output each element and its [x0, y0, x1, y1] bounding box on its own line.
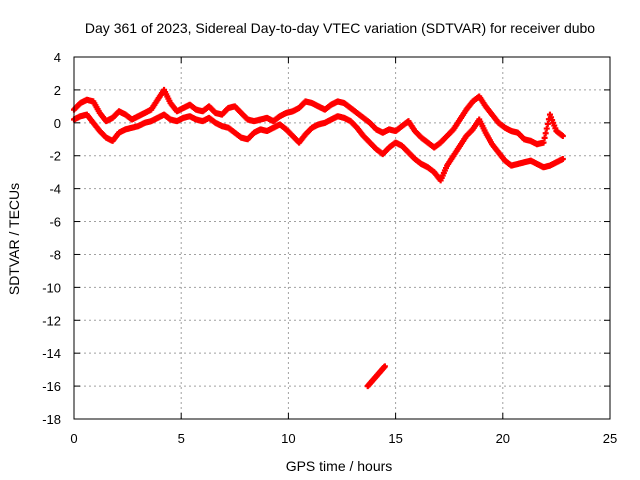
data-point: [559, 132, 566, 139]
x-tick-label: 0: [70, 431, 77, 446]
y-tick-label: -4: [49, 182, 61, 197]
y-tick-label: -18: [42, 412, 61, 427]
x-tick-label: 20: [496, 431, 510, 446]
chart-title: Day 361 of 2023, Sidereal Day-to-day VTE…: [85, 20, 595, 36]
x-axis-ticks: 0 5 10 15 20 25: [70, 57, 617, 446]
series-main-band-lower: [71, 111, 566, 184]
y-tick-label: -10: [42, 280, 61, 295]
data-points: [71, 86, 566, 390]
x-axis-label: GPS time / hours: [286, 458, 393, 474]
x-tick-label: 25: [603, 431, 617, 446]
x-tick-label: 15: [388, 431, 402, 446]
y-axis-label: SDTVAR / TECUs: [6, 183, 22, 295]
grid: [74, 57, 610, 419]
y-tick-label: -14: [42, 346, 61, 361]
data-point: [381, 363, 388, 370]
y-tick-label: 2: [54, 83, 61, 98]
y-tick-label: -6: [49, 215, 61, 230]
y-tick-label: -12: [42, 313, 61, 328]
y-tick-label: -8: [49, 247, 61, 262]
plot-frame: [73, 56, 611, 420]
y-tick-label: 4: [54, 50, 61, 65]
x-tick-label: 5: [178, 431, 185, 446]
y-tick-label: -2: [49, 149, 61, 164]
series-main-band-upper: [71, 86, 566, 151]
y-axis-ticks: 4 2 0 -2 -4 -6 -8 -10 -12 -14 -16 -18: [42, 50, 610, 427]
series-isolated-segment: [364, 363, 388, 390]
x-tick-label: 10: [281, 431, 295, 446]
y-tick-label: 0: [54, 116, 61, 131]
y-tick-label: -16: [42, 379, 61, 394]
data-point: [559, 156, 566, 163]
